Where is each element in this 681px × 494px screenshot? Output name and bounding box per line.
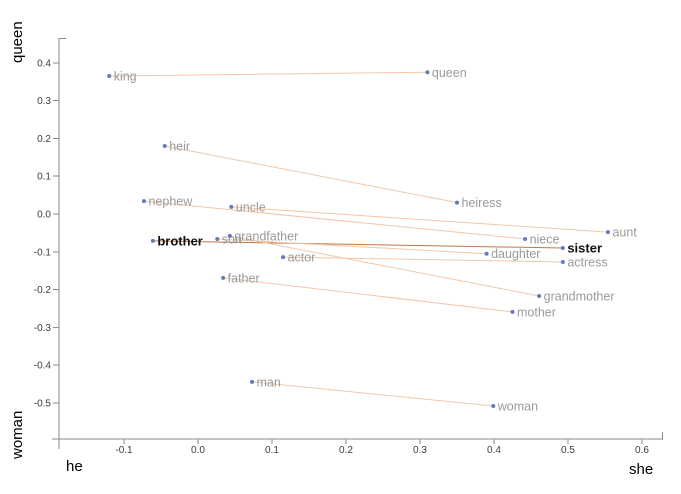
point-label-actress[interactable]: actress (567, 256, 607, 270)
x-tick-label: 0.0 (191, 445, 205, 456)
data-point-niece[interactable] (523, 236, 528, 241)
pair-line (109, 71, 428, 77)
y-tick-label: 0.1 (37, 172, 51, 183)
pair-line (229, 235, 540, 297)
data-point-uncle[interactable] (229, 204, 234, 209)
point-label-woman[interactable]: woman (497, 400, 538, 414)
y-tick-label: -0.1 (34, 247, 52, 258)
y-tick-label: 0.4 (37, 58, 51, 69)
pair-line-highlighted (152, 240, 563, 249)
data-point-sister[interactable] (560, 246, 565, 251)
y-tick-label: -0.5 (34, 399, 52, 410)
data-point-grandfather[interactable] (227, 233, 232, 238)
data-point-heir[interactable] (162, 143, 167, 148)
data-point-son[interactable] (215, 236, 220, 241)
x-tick-label: 0.1 (265, 445, 279, 456)
pair-line (143, 200, 526, 240)
point-label-nephew[interactable]: nephew (148, 195, 193, 209)
x-tick-label: 0.3 (413, 445, 427, 456)
pair-line (217, 238, 487, 255)
y-tick-label: 0.0 (37, 210, 51, 221)
point-label-mother[interactable]: mother (517, 305, 556, 319)
pair-line (164, 145, 458, 204)
point-label-sister[interactable]: sister (567, 241, 602, 256)
x-tick-label: 0.2 (339, 445, 353, 456)
data-point-mother[interactable] (510, 309, 515, 314)
y-tick-label: -0.3 (34, 323, 52, 334)
x-axis-right-label: she (629, 461, 654, 478)
data-point-heiress[interactable] (455, 200, 459, 205)
point-label-queen[interactable]: queen (432, 66, 467, 80)
point-label-son[interactable]: son (222, 232, 242, 246)
point-label-daughter[interactable]: daughter (491, 247, 540, 261)
point-label-man[interactable]: man (257, 375, 281, 389)
pair-line (283, 256, 563, 263)
data-point-nephew[interactable] (141, 199, 146, 204)
y-tick-label: 0.3 (37, 96, 51, 107)
point-label-grandfather[interactable]: grandfather (234, 229, 298, 243)
x-tick-label: -0.1 (115, 445, 133, 456)
pair-line (223, 277, 513, 313)
x-tick-label: 0.6 (635, 445, 649, 456)
data-point-father[interactable] (221, 275, 226, 280)
point-label-heiress[interactable]: heiress (462, 196, 502, 210)
point-label-uncle[interactable]: uncle (236, 200, 266, 214)
data-point-aunt[interactable] (605, 230, 610, 235)
point-label-aunt[interactable]: aunt (612, 226, 637, 240)
x-axis-left-label: he (66, 458, 83, 475)
data-point-actress[interactable] (560, 260, 565, 265)
data-point-queen[interactable] (425, 70, 430, 75)
data-point-daughter[interactable] (484, 251, 489, 256)
data-point-actor[interactable] (281, 255, 286, 260)
pair-line (251, 381, 494, 407)
data-point-man[interactable] (250, 379, 255, 384)
point-label-king[interactable]: king (114, 70, 137, 84)
data-point-woman[interactable] (491, 404, 496, 409)
y-axis-bottom-label: woman (9, 410, 26, 459)
pair-line (231, 206, 608, 233)
data-point-king[interactable] (107, 74, 112, 79)
point-label-actor[interactable]: actor (288, 251, 316, 265)
x-tick-label: 0.5 (561, 445, 575, 456)
point-label-grandmother[interactable]: grandmother (544, 290, 615, 304)
y-tick-label: 0.2 (37, 134, 51, 145)
point-label-brother[interactable]: brother (157, 233, 203, 248)
data-point-brother[interactable] (150, 238, 155, 243)
data-point-grandmother[interactable] (537, 294, 542, 299)
x-tick-label: 0.4 (487, 445, 501, 456)
y-tick-label: -0.2 (34, 285, 52, 296)
point-label-niece[interactable]: niece (530, 232, 560, 246)
y-tick-label: -0.4 (34, 361, 52, 372)
point-label-father[interactable]: father (228, 271, 260, 285)
point-label-heir[interactable]: heir (169, 139, 190, 153)
y-axis-top-label: queen (9, 21, 26, 63)
